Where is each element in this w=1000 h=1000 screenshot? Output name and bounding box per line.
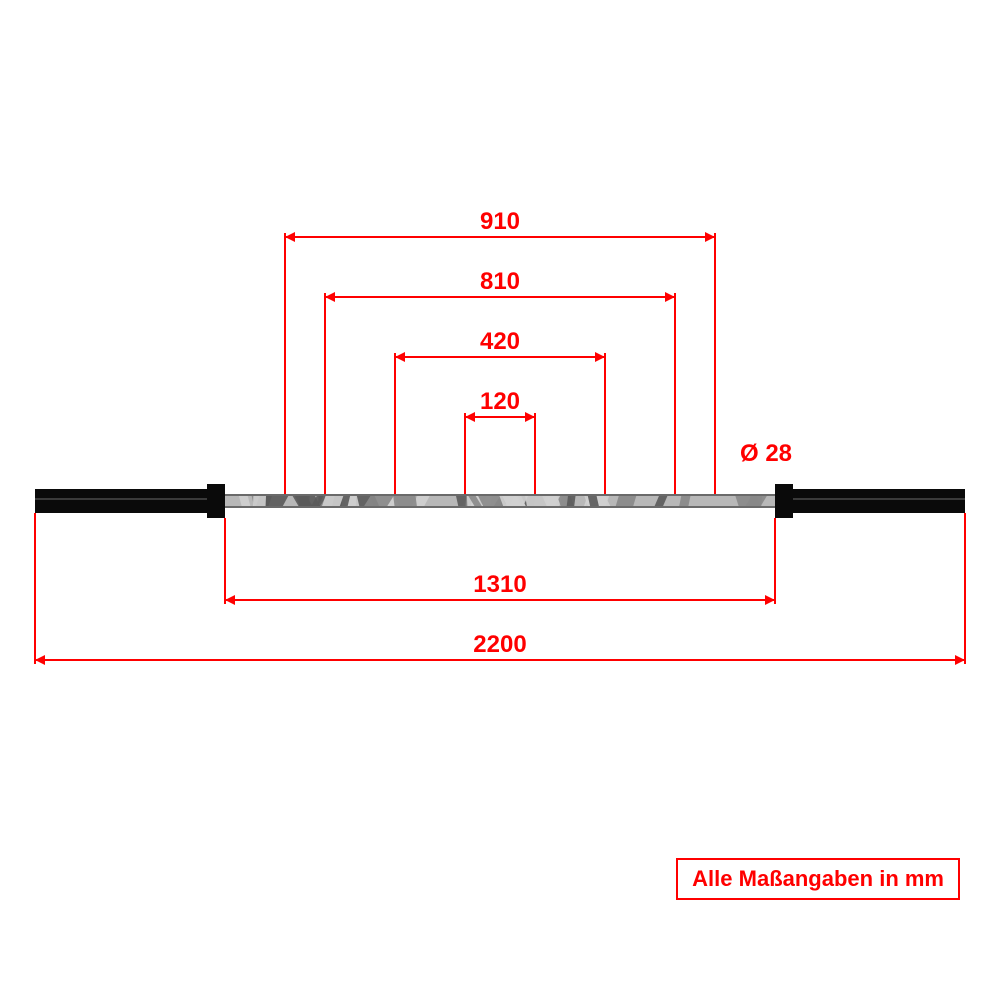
dim-label-120: 120: [480, 388, 520, 416]
dimension-diagram: [0, 0, 1000, 1000]
dim-label-1310: 1310: [473, 571, 526, 599]
units-note: Alle Maßangaben in mm: [676, 858, 960, 900]
dim-label-910: 910: [480, 208, 520, 236]
diameter-label: Ø 28: [740, 440, 792, 468]
dim-label-2200: 2200: [473, 631, 526, 659]
dim-label-420: 420: [480, 328, 520, 356]
dim-label-810: 810: [480, 268, 520, 296]
